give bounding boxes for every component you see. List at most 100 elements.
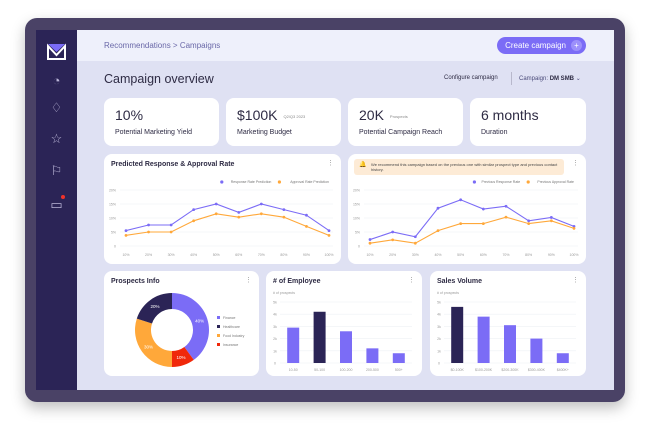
data-point bbox=[391, 230, 395, 234]
x-tick-label: 100% bbox=[325, 253, 334, 257]
y-axis-label: # of prospects bbox=[273, 291, 295, 295]
bar bbox=[340, 331, 352, 363]
kpi-card: 20K Prospects Potential Campaign Reach bbox=[348, 98, 463, 146]
kpi-label: Duration bbox=[481, 129, 508, 136]
pie-slice bbox=[172, 293, 209, 360]
kpi-label: Potential Campaign Reach bbox=[359, 129, 443, 136]
recommendation-text: We recommend this campaign based on the … bbox=[371, 162, 558, 172]
y-tick-label: 5k bbox=[437, 301, 441, 305]
series-line bbox=[369, 199, 575, 241]
data-point bbox=[481, 207, 485, 211]
legend-label: Approval Rate Prediction bbox=[290, 180, 329, 184]
series-line bbox=[125, 203, 330, 232]
x-tick-label: 70% bbox=[502, 253, 509, 257]
x-tick-label: 100-200 bbox=[340, 368, 353, 372]
y-tick-label: 10% bbox=[353, 217, 360, 221]
star-icon[interactable]: ☆ bbox=[50, 131, 63, 146]
data-point bbox=[147, 230, 150, 234]
more-icon[interactable]: ⋮ bbox=[572, 160, 579, 167]
y-tick-label: 20% bbox=[109, 189, 116, 193]
y-tick-label: 0 bbox=[274, 362, 276, 366]
slice-label: 20% bbox=[150, 304, 159, 309]
legend-marker bbox=[217, 343, 220, 346]
data-point bbox=[504, 204, 508, 208]
line-chart: 0 5% 10% 15% 20% 10% 20% 30% 40% 50% 60% 70% 80% 90% 1… bbox=[109, 180, 334, 257]
chart-title: Prospects Info bbox=[111, 278, 160, 285]
kpi-sub: Prospects bbox=[389, 113, 408, 119]
x-tick-label: 60% bbox=[480, 253, 487, 257]
chat-icon[interactable]: ▭ bbox=[48, 195, 65, 213]
line-chart: 0 5% 10% 15% 20% 10% 20% 30% 40% 50% 60% 70% 80% 90% 1… bbox=[353, 180, 578, 257]
bar-chart: # of prospects 0 1k 2k 3k 4k 5k 10-50 50-100 100-… bbox=[273, 291, 412, 372]
legend-label: Previous Response Rate bbox=[481, 180, 520, 184]
logo[interactable] bbox=[47, 43, 66, 60]
data-point bbox=[549, 219, 553, 223]
y-tick-label: 3k bbox=[273, 325, 277, 329]
data-point bbox=[368, 238, 372, 241]
kpi-card: $100K Q2/Q3 2023 Marketing Budget bbox=[226, 98, 341, 146]
data-point bbox=[147, 223, 150, 227]
series-line bbox=[369, 216, 575, 244]
y-tick-label: 5% bbox=[111, 231, 116, 235]
flag-icon[interactable]: ⚐ bbox=[50, 163, 63, 178]
data-point bbox=[527, 222, 531, 225]
x-tick-label: 80% bbox=[525, 253, 532, 257]
sales-card: Sales Volume ⋮ # of prospects 0 1k 2k 3k 4k 5k $… bbox=[430, 271, 586, 376]
y-tick-label: 4k bbox=[273, 313, 277, 317]
kpi-label: Marketing Budget bbox=[237, 129, 292, 136]
pie-slice bbox=[135, 318, 172, 367]
data-point bbox=[214, 202, 218, 206]
create-campaign-button[interactable]: Create campaign + bbox=[497, 37, 586, 54]
bar bbox=[451, 306, 464, 363]
y-tick-label: 15% bbox=[109, 203, 116, 207]
data-point bbox=[259, 202, 263, 206]
slice-label: 40% bbox=[195, 319, 204, 324]
kpi-card: 6 months Duration bbox=[470, 98, 586, 146]
data-point bbox=[169, 223, 173, 227]
more-icon[interactable]: ⋮ bbox=[245, 277, 252, 284]
legend-label: Response Rate Prediction bbox=[231, 180, 272, 184]
x-tick-label: $200-300K bbox=[501, 368, 519, 372]
chart-title: # of Employee bbox=[273, 278, 321, 285]
speedometer-icon[interactable]: ◔ bbox=[52, 73, 61, 88]
donut-chart: 40% 10% 30% 20% Finance Healthcare Food Indust… bbox=[135, 293, 245, 367]
y-tick-label: 20% bbox=[353, 189, 360, 193]
data-point bbox=[549, 216, 553, 219]
kpi-label: Potential Marketing Yield bbox=[115, 129, 193, 136]
configure-campaign-link[interactable]: Configure campaign bbox=[444, 75, 498, 81]
kpi-value: 20K bbox=[359, 107, 384, 123]
breadcrumb[interactable]: Recommendations > Campaigns bbox=[104, 41, 221, 50]
x-tick-label: 50-100 bbox=[314, 368, 325, 372]
more-icon[interactable]: ⋮ bbox=[327, 160, 334, 167]
y-tick-label: 10% bbox=[109, 217, 116, 221]
x-tick-label: 500+ bbox=[395, 368, 403, 372]
campaign-select[interactable]: Campaign: DM SMB ⌄ bbox=[519, 75, 581, 82]
slice-label: 30% bbox=[144, 345, 153, 350]
top-header: Recommendations > Campaigns Create campa… bbox=[77, 30, 614, 61]
data-point bbox=[436, 229, 440, 232]
chart-title: Sales Volume bbox=[437, 278, 483, 285]
gem-icon[interactable]: ♢ bbox=[50, 100, 63, 115]
data-point bbox=[327, 233, 331, 237]
y-tick-label: 1k bbox=[273, 349, 277, 353]
legend-label: Healthcare bbox=[223, 325, 240, 329]
more-icon[interactable]: ⋮ bbox=[572, 277, 579, 284]
y-tick-label: 1k bbox=[437, 349, 441, 353]
y-tick-label: 5% bbox=[355, 231, 360, 235]
more-icon[interactable]: ⋮ bbox=[408, 277, 415, 284]
prospects-card: Prospects Info ⋮ 40% 10% 30% 20% Finance Healt… bbox=[104, 271, 259, 376]
data-point bbox=[124, 229, 128, 232]
x-tick-label: 30% bbox=[168, 253, 175, 257]
page-title: Campaign overview bbox=[104, 72, 214, 86]
legend-marker bbox=[217, 316, 220, 319]
data-point bbox=[436, 206, 440, 210]
kpi-sub: Q2/Q3 2023 bbox=[283, 113, 306, 119]
x-tick-label: 80% bbox=[280, 253, 287, 257]
app-screen: ◔ ♢ ☆ ⚐ ▭ Recommendations > Campaigns Cr… bbox=[36, 30, 614, 390]
kpi-card: 10% Potential Marketing Yield bbox=[104, 98, 219, 146]
data-point bbox=[459, 222, 463, 225]
data-point bbox=[368, 241, 372, 245]
data-point bbox=[413, 241, 417, 245]
plus-icon: + bbox=[571, 40, 582, 51]
x-tick-label: 90% bbox=[303, 253, 310, 257]
